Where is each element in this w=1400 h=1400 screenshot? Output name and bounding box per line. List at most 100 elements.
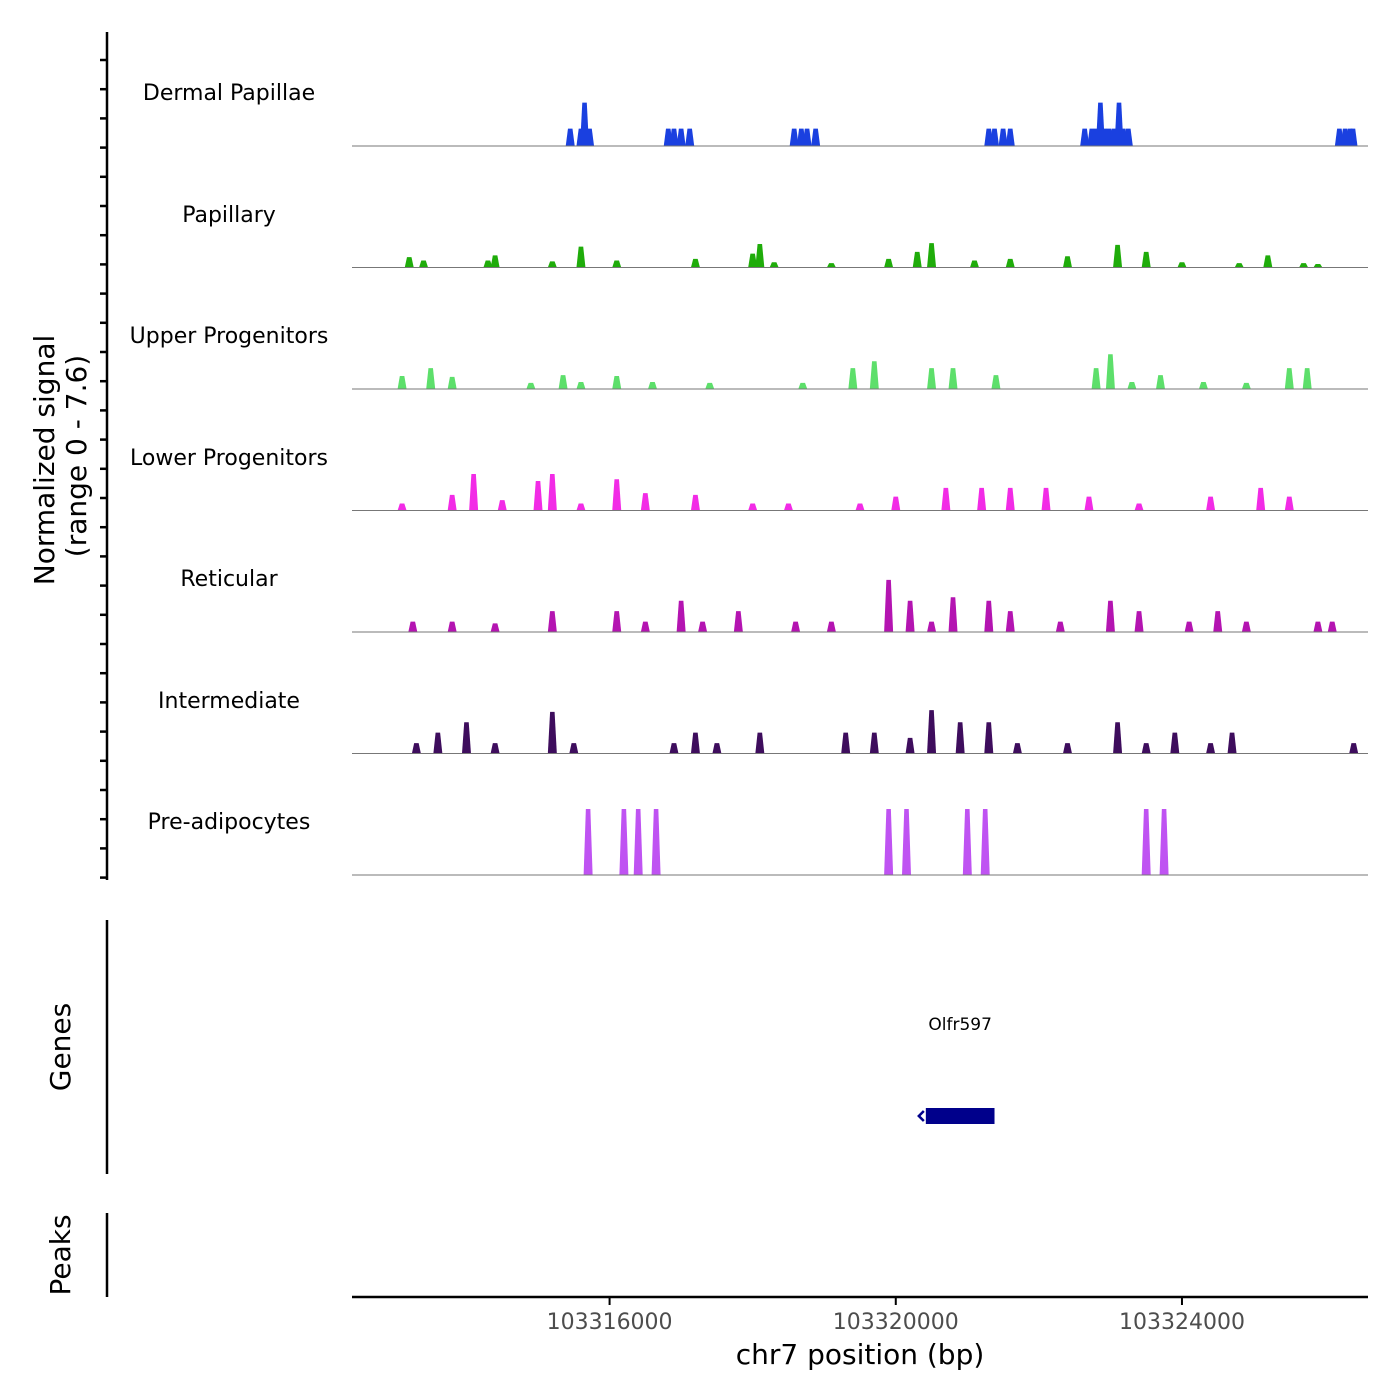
signal-bin — [1184, 621, 1194, 632]
track-upper-progenitors — [352, 354, 1368, 390]
signal-bin — [547, 611, 557, 632]
genes-track: Olfr597 — [917, 1015, 995, 1124]
gene-label: Olfr597 — [928, 1015, 992, 1035]
signal-bin — [791, 621, 801, 632]
coverage-tracks — [352, 102, 1368, 876]
signal-bin — [426, 368, 436, 389]
signal-bin — [962, 809, 972, 875]
signal-bin — [576, 503, 586, 511]
signal-bin — [948, 597, 958, 632]
signal-bin — [927, 243, 937, 268]
signal-bin — [676, 128, 686, 146]
signal-bin — [869, 361, 879, 389]
signal-bin — [533, 480, 543, 511]
signal-bin — [969, 260, 979, 268]
track-label-lower-progenitors: Lower Progenitors — [130, 446, 328, 471]
track-label-papillary: Papillary — [182, 203, 276, 228]
signal-bin — [941, 487, 951, 511]
signal-bin — [927, 368, 937, 389]
signal-bin — [1105, 354, 1115, 389]
signal-bin — [1113, 244, 1123, 268]
track-label-pre-adipocytes: Pre-adipocytes — [148, 810, 311, 835]
signal-bin — [565, 128, 575, 146]
signal-bin — [1134, 503, 1144, 511]
track-dermal-papillae — [352, 102, 1368, 147]
signal-bin — [1198, 382, 1208, 389]
track-lower-progenitors — [352, 474, 1368, 511]
signal-bin — [576, 382, 586, 389]
signal-bin — [1084, 496, 1094, 511]
track-label-dermal-papillae: Dermal Papillae — [143, 81, 315, 106]
track-papillary — [352, 243, 1368, 268]
signal-bin — [569, 743, 579, 754]
signal-bin — [748, 253, 758, 268]
signal-bin — [1213, 611, 1223, 632]
signal-bin — [1313, 621, 1323, 632]
signal-bin — [447, 376, 457, 389]
signal-bin — [669, 743, 679, 754]
signal-bin — [884, 809, 894, 875]
signal-bin — [1141, 251, 1151, 268]
signal-bin — [902, 809, 912, 875]
signal-bin — [905, 737, 915, 754]
signal-bin — [1062, 743, 1072, 754]
signal-bin — [698, 621, 708, 632]
signal-bin — [690, 732, 700, 754]
signal-bin — [526, 382, 536, 389]
signal-bin — [648, 382, 658, 389]
signal-bin — [1055, 621, 1065, 632]
signal-bin — [1005, 611, 1015, 632]
signal-bin — [869, 732, 879, 754]
signal-bin — [612, 375, 622, 389]
signal-bin — [769, 262, 779, 268]
signal-bin — [547, 261, 557, 268]
signal-bin — [1141, 809, 1151, 875]
signal-bin — [1227, 732, 1237, 754]
coverage-y-ticks — [100, 58, 107, 879]
signal-bin — [1349, 743, 1359, 754]
signal-bin — [984, 722, 994, 754]
x-axis-title: chr7 position (bp) — [736, 1338, 985, 1371]
signal-bin — [984, 600, 994, 632]
signal-bin — [884, 258, 894, 268]
x-tick-label: 103324000 — [1119, 1310, 1245, 1335]
track-intermediate — [352, 710, 1368, 754]
signal-bin — [783, 503, 793, 511]
signal-bin — [1327, 621, 1337, 632]
signal-bin — [1127, 382, 1137, 389]
signal-bin — [1062, 256, 1072, 268]
signal-bin — [408, 621, 418, 632]
x-tick-label: 103320000 — [833, 1310, 959, 1335]
signal-bin — [841, 732, 851, 754]
signal-bin — [855, 503, 865, 511]
signal-bin — [1041, 487, 1051, 511]
signal-bin — [733, 611, 743, 632]
signal-bin — [433, 732, 443, 754]
signal-bin — [676, 600, 686, 632]
x-tick-label: 103316000 — [547, 1310, 673, 1335]
signal-bin — [848, 368, 858, 389]
signal-bin — [1299, 263, 1309, 268]
signal-bin — [490, 743, 500, 754]
signal-bin — [990, 128, 1000, 146]
signal-bin — [490, 255, 500, 268]
signal-bin — [690, 494, 700, 511]
track-label-reticular: Reticular — [180, 567, 278, 592]
signal-bin — [1012, 743, 1022, 754]
signal-bin — [651, 809, 661, 875]
signal-bin — [1091, 368, 1101, 389]
signal-bin — [469, 474, 479, 511]
signal-bin — [404, 257, 414, 268]
signal-bin — [612, 611, 622, 632]
signal-bin — [1234, 263, 1244, 268]
signal-bin — [1284, 496, 1294, 511]
signal-bin — [712, 743, 722, 754]
signal-bin — [397, 375, 407, 389]
signal-bin — [755, 732, 765, 754]
signal-bin — [447, 621, 457, 632]
signal-bin — [927, 621, 937, 632]
signal-bin — [640, 493, 650, 511]
signal-bin — [1113, 722, 1123, 754]
